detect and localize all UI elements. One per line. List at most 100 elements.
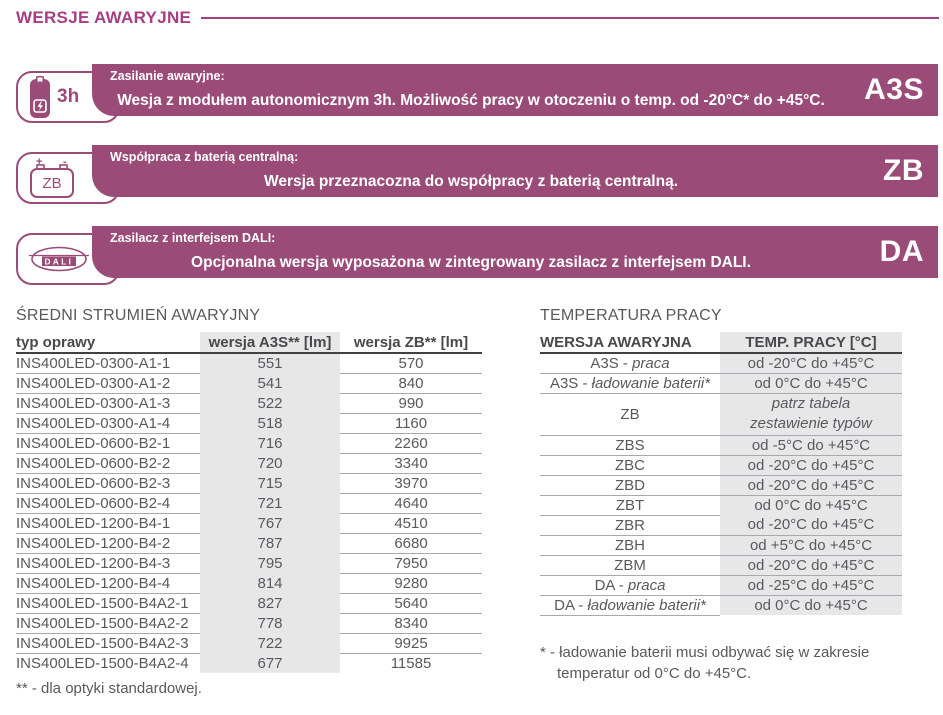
version-name-cell: ZBH <box>540 535 720 556</box>
zb-flux-cell: 9925 <box>340 633 482 654</box>
flux-table-row: INS400LED-1200-B4-1 767 4510 <box>16 513 482 534</box>
a3s-flux-cell: 715 <box>200 473 340 493</box>
flux-table: typ oprawy wersja A3S** [lm] wersja ZB**… <box>16 332 482 673</box>
temp-table-row: ZBM od -20°C do +45°C <box>540 555 902 576</box>
a3s-flux-cell: 518 <box>200 413 340 433</box>
zb-flux-cell: 4640 <box>340 493 482 514</box>
luminaire-type-cell: INS400LED-1500-B4A2-3 <box>16 633 200 654</box>
a3s-flux-cell: 778 <box>200 613 340 633</box>
zb-flux-cell: 5640 <box>340 593 482 614</box>
temp-table-row: ZBT od 0°C do +45°C <box>540 495 902 516</box>
a3s-flux-cell: 787 <box>200 533 340 553</box>
temp-range-cell: od -20°C do +45°C <box>720 515 902 536</box>
luminaire-type-cell: INS400LED-1500-B4A2-1 <box>16 593 200 614</box>
flux-table-row: INS400LED-0300-A1-3 522 990 <box>16 393 482 414</box>
banner-a3s-band: Zasilanie awaryjne: Wesja z modułem auto… <box>92 64 938 116</box>
temp-table-row: A3S - ładowanie baterii* od 0°C do +45°C <box>540 373 902 394</box>
banner-a3s-description: Wesja z modułem autonomicznym 3h. Możliw… <box>117 92 825 109</box>
banner-da-band: Zasilacz z interfejsem DALI: Opcjonalna … <box>92 226 938 278</box>
a3s-flux-cell: 767 <box>200 513 340 533</box>
central-battery-icon: + - ZB <box>30 157 74 198</box>
svg-text:+: + <box>36 157 42 168</box>
temp-table-row: ZBS od -5°C do +45°C <box>540 435 902 456</box>
version-name-cell: ZBD <box>540 475 720 496</box>
version-name-cell: ZBS <box>540 435 720 456</box>
banner-da-label: Zasilacz z interfejsem DALI: <box>110 231 276 245</box>
title-rule <box>201 17 939 19</box>
temp-footnote-line1: * - ładowanie baterii musi odbywać się w… <box>540 643 870 661</box>
temp-table-row: ZBD od -20°C do +45°C <box>540 475 902 496</box>
a3s-flux-cell: 720 <box>200 453 340 473</box>
zb-flux-cell: 7950 <box>340 553 482 574</box>
temp-col-range: TEMP. PRACY [°C] <box>720 332 902 354</box>
luminaire-type-cell: INS400LED-0300-A1-4 <box>16 413 200 434</box>
zb-flux-cell: 990 <box>340 393 482 414</box>
flux-table-row: INS400LED-0300-A1-2 541 840 <box>16 373 482 394</box>
flux-table-row: INS400LED-0300-A1-4 518 1160 <box>16 413 482 434</box>
luminaire-type-cell: INS400LED-1200-B4-1 <box>16 513 200 534</box>
zb-flux-cell: 11585 <box>390 654 432 672</box>
temp-range-cell: od -20°C do +45°C <box>720 555 902 576</box>
temp-table-row: ZBC od -20°C do +45°C <box>540 455 902 476</box>
zb-flux-cell: 3970 <box>340 473 482 494</box>
page-header: WERSJE AWARYJNE <box>16 8 939 28</box>
flux-table-block: ŚREDNI STRUMIEŃ AWARYJNY typ oprawy wers… <box>16 307 482 697</box>
temp-range-cell: od 0°C do +45°C <box>720 595 902 615</box>
banner-a3s-code: A3S <box>864 73 924 106</box>
battery-duration-label: 3h <box>57 86 80 107</box>
flux-table-header-row: typ oprawy wersja A3S** [lm] wersja ZB**… <box>16 332 482 354</box>
svg-text:-: - <box>63 157 67 168</box>
temp-table-row: A3S - praca od -20°C do +45°C <box>540 353 902 374</box>
flux-table-row: INS400LED-1200-B4-3 795 7950 <box>16 553 482 574</box>
temp-table-row: ZBR od -20°C do +45°C <box>540 515 902 536</box>
temp-table-block: TEMPERATURA PRACY WERSJA AWARYJNA TEMP. … <box>540 307 902 697</box>
flux-table-row: INS400LED-1500-B4A2-2 778 8340 <box>16 613 482 634</box>
banner-zb-label: Współpraca z baterią centralną: <box>110 150 299 164</box>
luminaire-type-cell: INS400LED-0600-B2-4 <box>16 493 200 514</box>
temp-range-cell: od -20°C do +45°C <box>720 353 902 374</box>
temp-footnote-line2: temperatur od 0°C do +45°C. <box>557 664 752 682</box>
tables-section: ŚREDNI STRUMIEŃ AWARYJNY typ oprawy wers… <box>16 307 943 697</box>
banner-a3s-label: Zasilanie awaryjne: <box>110 69 225 83</box>
temp-range-cell: od -25°C do +45°C <box>720 575 902 596</box>
luminaire-type-cell: INS400LED-0300-A1-3 <box>16 393 200 414</box>
version-name-cell: DA - praca <box>540 575 720 596</box>
banner-zb-description: Wersja przeznacozna do współpracy z bate… <box>263 173 679 190</box>
luminaire-type-cell: INS400LED-0300-A1-1 <box>16 353 200 374</box>
flux-col-type: typ oprawy <box>16 332 200 354</box>
luminaire-type-cell: INS400LED-1200-B4-4 <box>16 573 200 594</box>
a3s-flux-cell: 716 <box>200 433 340 453</box>
a3s-flux-cell: 541 <box>200 373 340 393</box>
a3s-flux-cell: 721 <box>200 493 340 513</box>
flux-table-row: INS400LED-0600-B2-1 716 2260 <box>16 433 482 454</box>
version-name-cell: ZB <box>540 393 720 436</box>
battery-lightning-icon <box>30 76 50 118</box>
banner-zb-code: ZB <box>883 154 924 187</box>
temp-range-cell: od +5°C do +45°C <box>720 535 902 556</box>
version-name-cell: A3S - ładowanie baterii* <box>540 373 720 394</box>
flux-col-zb: wersja ZB** [lm] <box>340 332 482 354</box>
version-name-cell: DA - ładowanie baterii* <box>540 595 720 616</box>
luminaire-type-cell: INS400LED-0600-B2-1 <box>16 433 200 454</box>
flux-table-row: INS400LED-0600-B2-3 715 3970 <box>16 473 482 494</box>
flux-table-row: INS400LED-1500-B4A2-1 827 5640 <box>16 593 482 614</box>
a3s-flux-cell: 551 <box>200 353 340 373</box>
temp-col-version: WERSJA AWARYJNA <box>540 332 720 354</box>
version-name-cell: ZBT <box>540 495 720 516</box>
banner-zb: + - ZB Współpraca z baterią centralną: W… <box>16 145 938 205</box>
a3s-flux-cell: 522 <box>200 393 340 413</box>
flux-table-row: INS400LED-0600-B2-4 721 4640 <box>16 493 482 514</box>
version-name-cell: ZBC <box>540 455 720 476</box>
temp-footnote: * - ładowanie baterii musi odbywać się w… <box>540 642 902 684</box>
temp-range-cell: od -20°C do +45°C <box>720 455 902 476</box>
temp-table: WERSJA AWARYJNA TEMP. PRACY [°C] A3S - p… <box>540 332 902 616</box>
flux-table-row: INS400LED-1200-B4-2 787 6680 <box>16 533 482 554</box>
flux-table-row: INS400LED-0300-A1-1 551 570 <box>16 353 482 374</box>
temp-table-header-row: WERSJA AWARYJNA TEMP. PRACY [°C] <box>540 332 902 354</box>
svg-text:ZB: ZB <box>42 175 61 192</box>
flux-col-a3s: wersja A3S** [lm] <box>200 332 340 354</box>
luminaire-type-cell: INS400LED-0600-B2-3 <box>16 473 200 494</box>
page-title: WERSJE AWARYJNE <box>16 8 192 27</box>
a3s-flux-cell: 722 <box>200 633 340 653</box>
temp-range-cell: od -5°C do +45°C <box>720 435 902 456</box>
